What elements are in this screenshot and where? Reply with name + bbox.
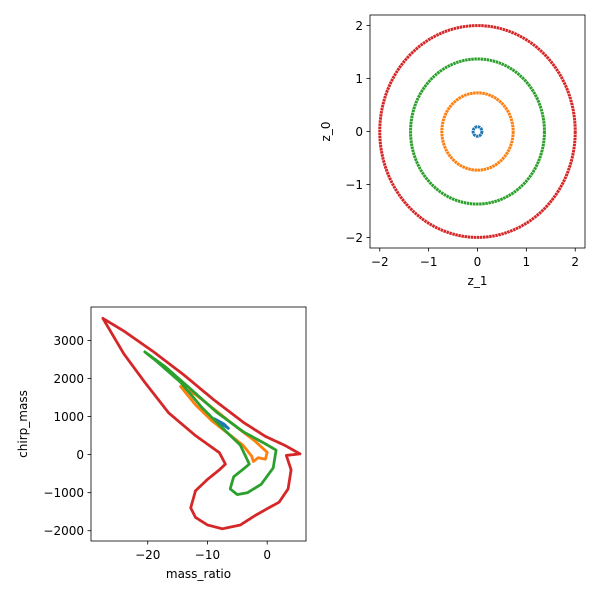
x-tick-label: −1	[420, 255, 438, 269]
x-tick-label: 0	[474, 255, 482, 269]
y-tick-label: 1000	[53, 410, 84, 424]
x-tick-label: −10	[195, 548, 220, 562]
y-axis-label: chirp_mass	[16, 390, 30, 458]
plot-marks	[378, 24, 577, 239]
series-1-points	[440, 91, 515, 172]
y-tick-label: −2	[345, 231, 363, 245]
series-3-points	[378, 24, 577, 239]
x-ticks: −20 −10 0	[135, 541, 271, 562]
y-ticks: −2000 −1000 0 1000 2000 3000	[43, 334, 91, 538]
y-tick-label: 0	[355, 125, 363, 139]
x-tick-label: 1	[523, 255, 531, 269]
series-3-points	[101, 316, 302, 531]
y-tick-label: −2000	[43, 524, 84, 538]
plot-frame	[90, 306, 307, 542]
series-2-points	[409, 57, 546, 206]
y-tick-label: 3000	[53, 334, 84, 348]
x-tick-label: 2	[571, 255, 579, 269]
series-0-points	[471, 125, 484, 138]
y-tick-label: −1000	[43, 486, 84, 500]
x-tick-label: −20	[135, 548, 160, 562]
y-tick-label: −1	[345, 178, 363, 192]
plot-frame	[369, 14, 586, 249]
y-tick-label: 2	[355, 19, 363, 33]
y-tick-label: 0	[76, 448, 84, 462]
y-axis-label: z_0	[319, 122, 333, 142]
y-tick-label: 2000	[53, 372, 84, 386]
scatter-panel-mass-ratio-chirp-mass: −20 −10 0 −2000 −1000 0 1000 2000 3000 mass_rat…	[16, 306, 307, 581]
x-tick-label: −2	[371, 255, 389, 269]
scatter-panel-z1-z0: −2 −1 0 1 2 −2 −1 0 1 2 z_1 z_0	[319, 14, 586, 288]
y-ticks: −2 −1 0 1 2	[345, 19, 370, 245]
x-axis-label: z_1	[468, 274, 488, 288]
x-axis-label: mass_ratio	[166, 567, 231, 581]
plot-marks	[101, 316, 302, 531]
x-ticks: −2 −1 0 1 2	[371, 248, 579, 269]
x-tick-label: 0	[263, 548, 271, 562]
y-tick-label: 1	[355, 72, 363, 86]
series-2-points	[143, 350, 278, 497]
